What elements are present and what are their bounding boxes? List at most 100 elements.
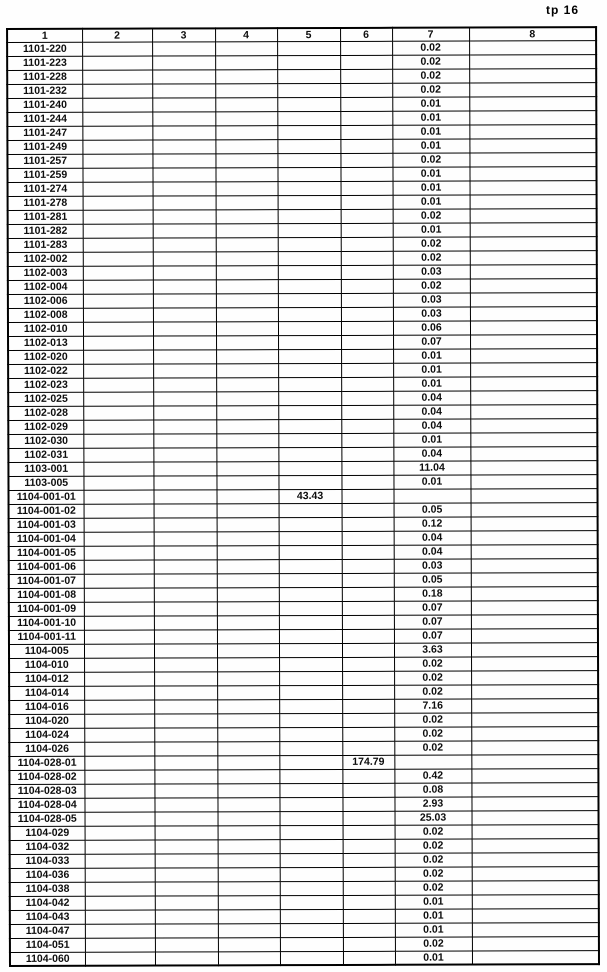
cell-col-4 bbox=[217, 671, 280, 686]
cell-col-4 bbox=[215, 251, 278, 266]
cell-col-4 bbox=[217, 727, 280, 742]
cell-col-3 bbox=[153, 363, 217, 378]
cell-col-1: 1104-036 bbox=[9, 867, 85, 882]
cell-col-5 bbox=[278, 628, 342, 644]
cell-col-5 bbox=[277, 96, 341, 112]
cell-col-8 bbox=[470, 488, 598, 503]
cell-col-8 bbox=[471, 796, 599, 811]
cell-col-3 bbox=[154, 783, 218, 798]
cell-col-3 bbox=[152, 209, 216, 224]
cell-col-6 bbox=[342, 740, 395, 755]
cell-col-2 bbox=[83, 335, 154, 350]
cell-col-5 bbox=[278, 390, 342, 406]
cell-col-4 bbox=[216, 573, 279, 588]
cell-col-3 bbox=[152, 139, 216, 154]
cell-col-2 bbox=[82, 41, 153, 56]
cell-col-5 bbox=[277, 40, 341, 56]
cell-col-7: 0.06 bbox=[392, 320, 471, 335]
cell-col-6 bbox=[341, 376, 394, 391]
cell-col-8 bbox=[471, 866, 599, 881]
cell-col-1: 1101-247 bbox=[7, 125, 83, 141]
cell-col-2 bbox=[84, 867, 155, 882]
cell-col-1: 1102-025 bbox=[8, 391, 84, 406]
cell-col-8 bbox=[470, 502, 598, 517]
cell-col-4 bbox=[216, 503, 279, 518]
cell-col-8 bbox=[469, 110, 597, 125]
cell-col-8 bbox=[469, 166, 597, 181]
cell-col-7: 0.02 bbox=[392, 250, 470, 265]
cell-col-5 bbox=[279, 670, 343, 686]
cell-col-8 bbox=[469, 82, 597, 97]
cell-col-3 bbox=[153, 349, 217, 364]
cell-col-5 bbox=[279, 768, 343, 784]
cell-col-2 bbox=[83, 503, 154, 518]
cell-col-2 bbox=[82, 237, 153, 252]
cell-col-6 bbox=[340, 222, 393, 237]
cell-col-1: 1101-220 bbox=[7, 41, 83, 57]
cell-col-4 bbox=[215, 153, 278, 168]
cell-col-1: 1104-014 bbox=[9, 685, 85, 700]
cell-col-4 bbox=[217, 825, 280, 840]
cell-col-2 bbox=[84, 727, 155, 742]
cell-col-4 bbox=[215, 139, 278, 154]
cell-col-3 bbox=[152, 237, 216, 252]
cell-col-1: 1104-001-10 bbox=[8, 615, 84, 630]
cell-col-8 bbox=[469, 278, 597, 293]
cell-col-6 bbox=[342, 684, 395, 699]
cell-col-6 bbox=[341, 600, 394, 615]
cell-col-3 bbox=[152, 69, 216, 84]
cell-col-8 bbox=[470, 628, 598, 643]
cell-col-2 bbox=[82, 195, 153, 210]
cell-col-7: 0.01 bbox=[392, 166, 470, 181]
cell-col-2 bbox=[83, 601, 154, 616]
cell-col-4 bbox=[216, 461, 279, 476]
cell-col-2 bbox=[83, 629, 154, 644]
cell-col-6 bbox=[342, 852, 395, 867]
cell-col-7: 0.02 bbox=[394, 684, 472, 699]
cell-col-3 bbox=[153, 629, 217, 644]
cell-col-2 bbox=[84, 923, 155, 938]
cell-col-2 bbox=[84, 741, 155, 756]
cell-col-8 bbox=[469, 54, 597, 69]
cell-col-5 bbox=[279, 684, 343, 700]
cell-col-1: 1104-016 bbox=[9, 699, 85, 714]
cell-col-7: 0.01 bbox=[393, 474, 471, 489]
cell-col-3 bbox=[153, 517, 217, 532]
cell-col-3 bbox=[154, 755, 218, 770]
cell-col-8 bbox=[471, 922, 599, 937]
cell-col-8 bbox=[470, 432, 598, 447]
cell-col-8 bbox=[470, 600, 598, 615]
cell-col-5 bbox=[278, 530, 342, 546]
cell-col-5 bbox=[277, 208, 341, 224]
cell-col-5 bbox=[277, 152, 341, 168]
cell-col-5 bbox=[279, 782, 343, 798]
cell-col-5 bbox=[279, 880, 343, 896]
cell-col-5 bbox=[278, 404, 342, 420]
cell-col-4 bbox=[215, 41, 278, 56]
cell-col-7: 0.01 bbox=[394, 950, 472, 965]
cell-col-5 bbox=[279, 838, 343, 854]
cell-col-5 bbox=[279, 796, 343, 812]
cell-col-4 bbox=[216, 419, 279, 434]
cell-col-3 bbox=[153, 447, 217, 462]
cell-col-1: 1104-001-08 bbox=[8, 587, 84, 602]
cell-col-1: 1101-228 bbox=[7, 69, 83, 85]
cell-col-7: 0.02 bbox=[394, 656, 472, 671]
cell-col-2 bbox=[82, 69, 153, 84]
cell-col-7: 0.02 bbox=[392, 152, 470, 167]
cell-col-7: 0.01 bbox=[392, 138, 470, 153]
cell-col-7: 0.01 bbox=[392, 194, 470, 209]
cell-col-4 bbox=[217, 699, 280, 714]
cell-col-8 bbox=[471, 698, 599, 713]
cell-col-6 bbox=[340, 152, 393, 167]
cell-col-8 bbox=[471, 684, 599, 699]
cell-col-2 bbox=[83, 447, 154, 462]
cell-col-7: 0.04 bbox=[393, 446, 471, 461]
cell-col-5 bbox=[278, 460, 342, 476]
cell-col-8 bbox=[469, 236, 597, 251]
cell-col-1: 1102-030 bbox=[8, 433, 84, 448]
cell-col-3 bbox=[154, 923, 218, 938]
cell-col-2 bbox=[83, 433, 154, 448]
cell-col-1: 1104-028-05 bbox=[9, 811, 85, 826]
cell-col-1: 1104-047 bbox=[9, 923, 85, 938]
